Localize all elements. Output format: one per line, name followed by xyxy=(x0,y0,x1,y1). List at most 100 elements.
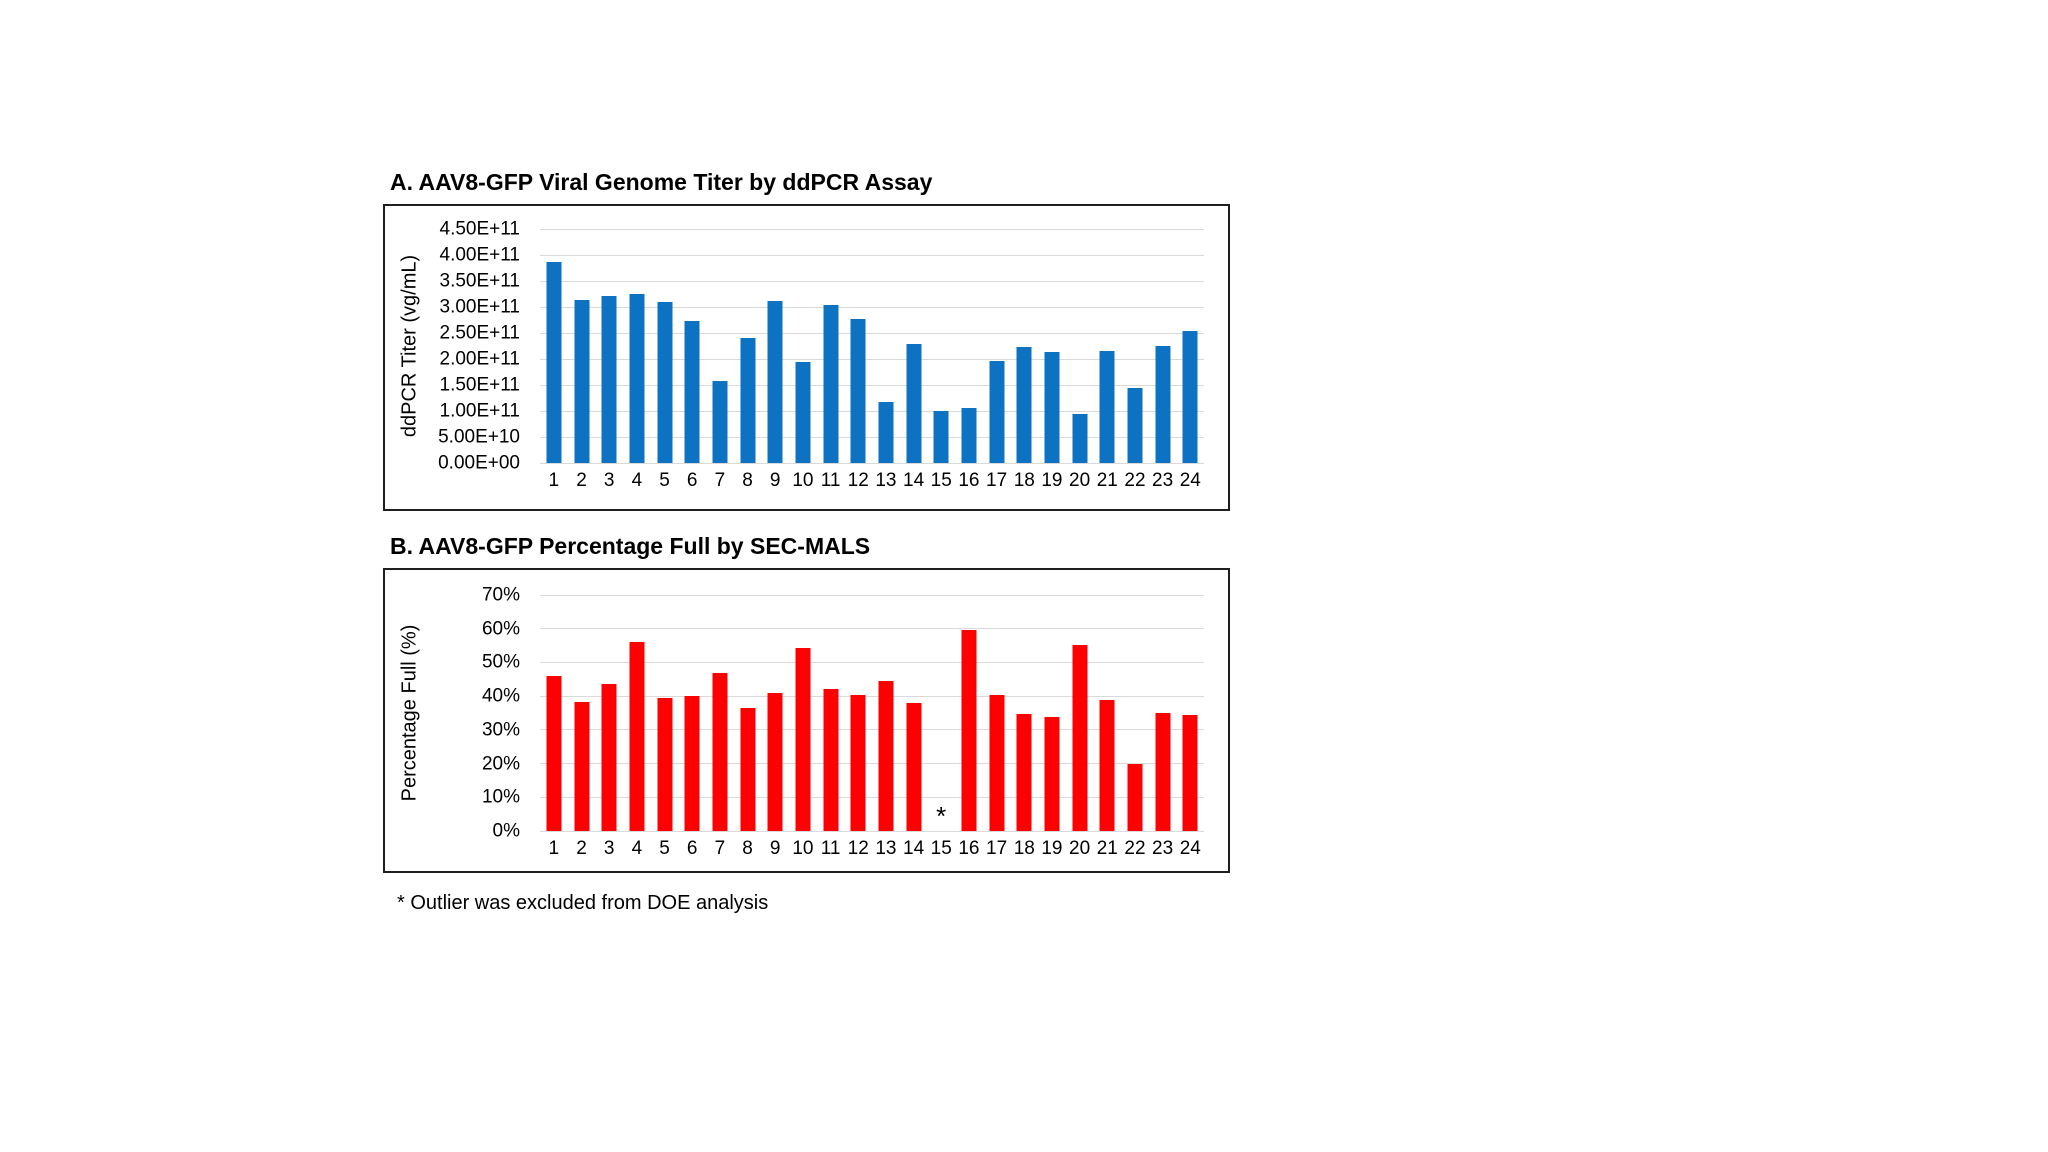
chart-b-x-axis-ticks: 1 2 3 4 5 6 7 8 9 10 11 12 13 14 15 16 17 18 19 20 21 22 23 24 xyxy=(540,836,1204,862)
bar-slot xyxy=(1038,595,1066,831)
bar-9 xyxy=(767,692,783,831)
y-tick-label: 70% xyxy=(481,584,520,606)
bar-slot xyxy=(844,595,872,831)
bar-slot xyxy=(568,229,596,463)
bar-20 xyxy=(1072,645,1088,831)
bar-2 xyxy=(574,300,589,463)
bar-slot: * xyxy=(927,595,955,831)
x-tick-label: 16 xyxy=(958,838,980,859)
x-tick-label: 6 xyxy=(686,470,698,491)
bar-18 xyxy=(1016,714,1032,831)
bar-20 xyxy=(1072,413,1088,463)
y-tick-label: 5.00E+10 xyxy=(438,426,520,448)
bar-slot xyxy=(983,229,1011,463)
x-tick-label: 14 xyxy=(903,838,925,859)
bar-slot xyxy=(1010,595,1038,831)
bar-slot xyxy=(983,595,1011,831)
chart-b-title: B. AAV8-GFP Percentage Full by SEC-MALS xyxy=(390,533,871,559)
gridline xyxy=(540,306,1204,308)
bar-slot xyxy=(872,229,900,463)
bar-slot xyxy=(734,595,762,831)
x-tick-label: 9 xyxy=(769,470,781,491)
x-tick-label: 17 xyxy=(986,470,1008,491)
x-tick-label: 3 xyxy=(603,470,615,491)
gridline xyxy=(540,332,1204,334)
chart-a-title: A. AAV8-GFP Viral Genome Titer by ddPCR … xyxy=(390,169,933,195)
bar-10 xyxy=(795,648,811,831)
bar-11 xyxy=(823,305,839,463)
bar-11 xyxy=(823,688,839,831)
gridline xyxy=(540,628,1204,630)
bar-slot xyxy=(761,229,789,463)
bar-12 xyxy=(850,318,866,463)
x-tick-label: 6 xyxy=(686,838,698,859)
bar-slot xyxy=(1121,229,1149,463)
y-tick-label: 10% xyxy=(481,786,520,808)
bar-24 xyxy=(1182,715,1198,831)
x-tick-label: 10 xyxy=(792,470,814,491)
x-tick-label: 12 xyxy=(847,470,869,491)
x-tick-label: 17 xyxy=(986,838,1008,859)
gridline xyxy=(540,358,1204,360)
x-tick-label: 13 xyxy=(875,470,897,491)
gridline xyxy=(540,436,1204,438)
bar-4 xyxy=(629,294,645,463)
bar-slot xyxy=(623,229,651,463)
bar-21 xyxy=(1099,699,1115,831)
bar-slot xyxy=(1176,229,1204,463)
outlier-asterisk: * xyxy=(936,801,947,831)
footnote: * Outlier was excluded from DOE analysis xyxy=(397,892,769,914)
bar-slot xyxy=(817,595,845,831)
gridline xyxy=(540,594,1204,596)
chart-a-frame: ddPCR Titer (vg/mL) 0.00E+00 5.00E+10 1.00… xyxy=(383,204,1230,511)
chart-a-y-axis-ticks: 0.00E+00 5.00E+10 1.00E+11 1.50E+11 2.00E+11… xyxy=(385,220,528,473)
bar-slot xyxy=(955,229,983,463)
bar-slot xyxy=(1093,229,1121,463)
bar-19 xyxy=(1044,351,1060,463)
x-tick-label: 18 xyxy=(1013,838,1035,859)
bar-slot xyxy=(1010,229,1038,463)
bar-19 xyxy=(1044,716,1060,831)
bar-6 xyxy=(684,696,700,831)
bar-slot xyxy=(1093,595,1121,831)
bar-17 xyxy=(989,360,1005,463)
gridline xyxy=(540,228,1204,230)
y-tick-label: 4.50E+11 xyxy=(439,218,520,240)
y-tick-label: 2.00E+11 xyxy=(439,348,520,370)
x-tick-label: 23 xyxy=(1152,470,1174,491)
x-tick-label: 7 xyxy=(714,838,726,859)
bar-slot xyxy=(1066,595,1094,831)
x-tick-label: 12 xyxy=(847,838,869,859)
x-tick-label: 18 xyxy=(1013,470,1035,491)
x-tick-label: 24 xyxy=(1179,470,1201,491)
y-tick-label: 0.00E+00 xyxy=(438,452,520,474)
bar-slot xyxy=(789,595,817,831)
bar-slot xyxy=(817,229,845,463)
bar-slot xyxy=(900,595,928,831)
chart-b-frame: Percentage Full (%) 0% 10% 20% 30% 40% 50% 60%… xyxy=(383,568,1230,873)
bar-slot xyxy=(651,595,679,831)
bar-slot xyxy=(734,229,762,463)
bar-slot xyxy=(789,229,817,463)
bar-13 xyxy=(878,680,894,831)
bar-21 xyxy=(1099,351,1115,463)
gridline xyxy=(540,384,1204,386)
bar-3 xyxy=(601,295,617,463)
x-tick-label: 7 xyxy=(714,470,726,491)
bar-8 xyxy=(740,337,756,463)
x-tick-label: 14 xyxy=(903,470,925,491)
bar-4 xyxy=(629,642,645,831)
x-tick-label: 15 xyxy=(930,838,952,859)
y-tick-label: 3.00E+11 xyxy=(439,296,520,318)
bar-slot xyxy=(844,229,872,463)
x-tick-label: 23 xyxy=(1152,838,1174,859)
bar-22 xyxy=(1127,388,1143,463)
x-tick-label: 11 xyxy=(820,838,841,859)
chart-a-gridlines xyxy=(540,228,1204,464)
bar-24 xyxy=(1182,330,1198,463)
y-tick-label: 60% xyxy=(481,618,520,640)
bar-slot xyxy=(761,595,789,831)
bar-8 xyxy=(740,707,756,831)
bar-slot xyxy=(927,229,955,463)
